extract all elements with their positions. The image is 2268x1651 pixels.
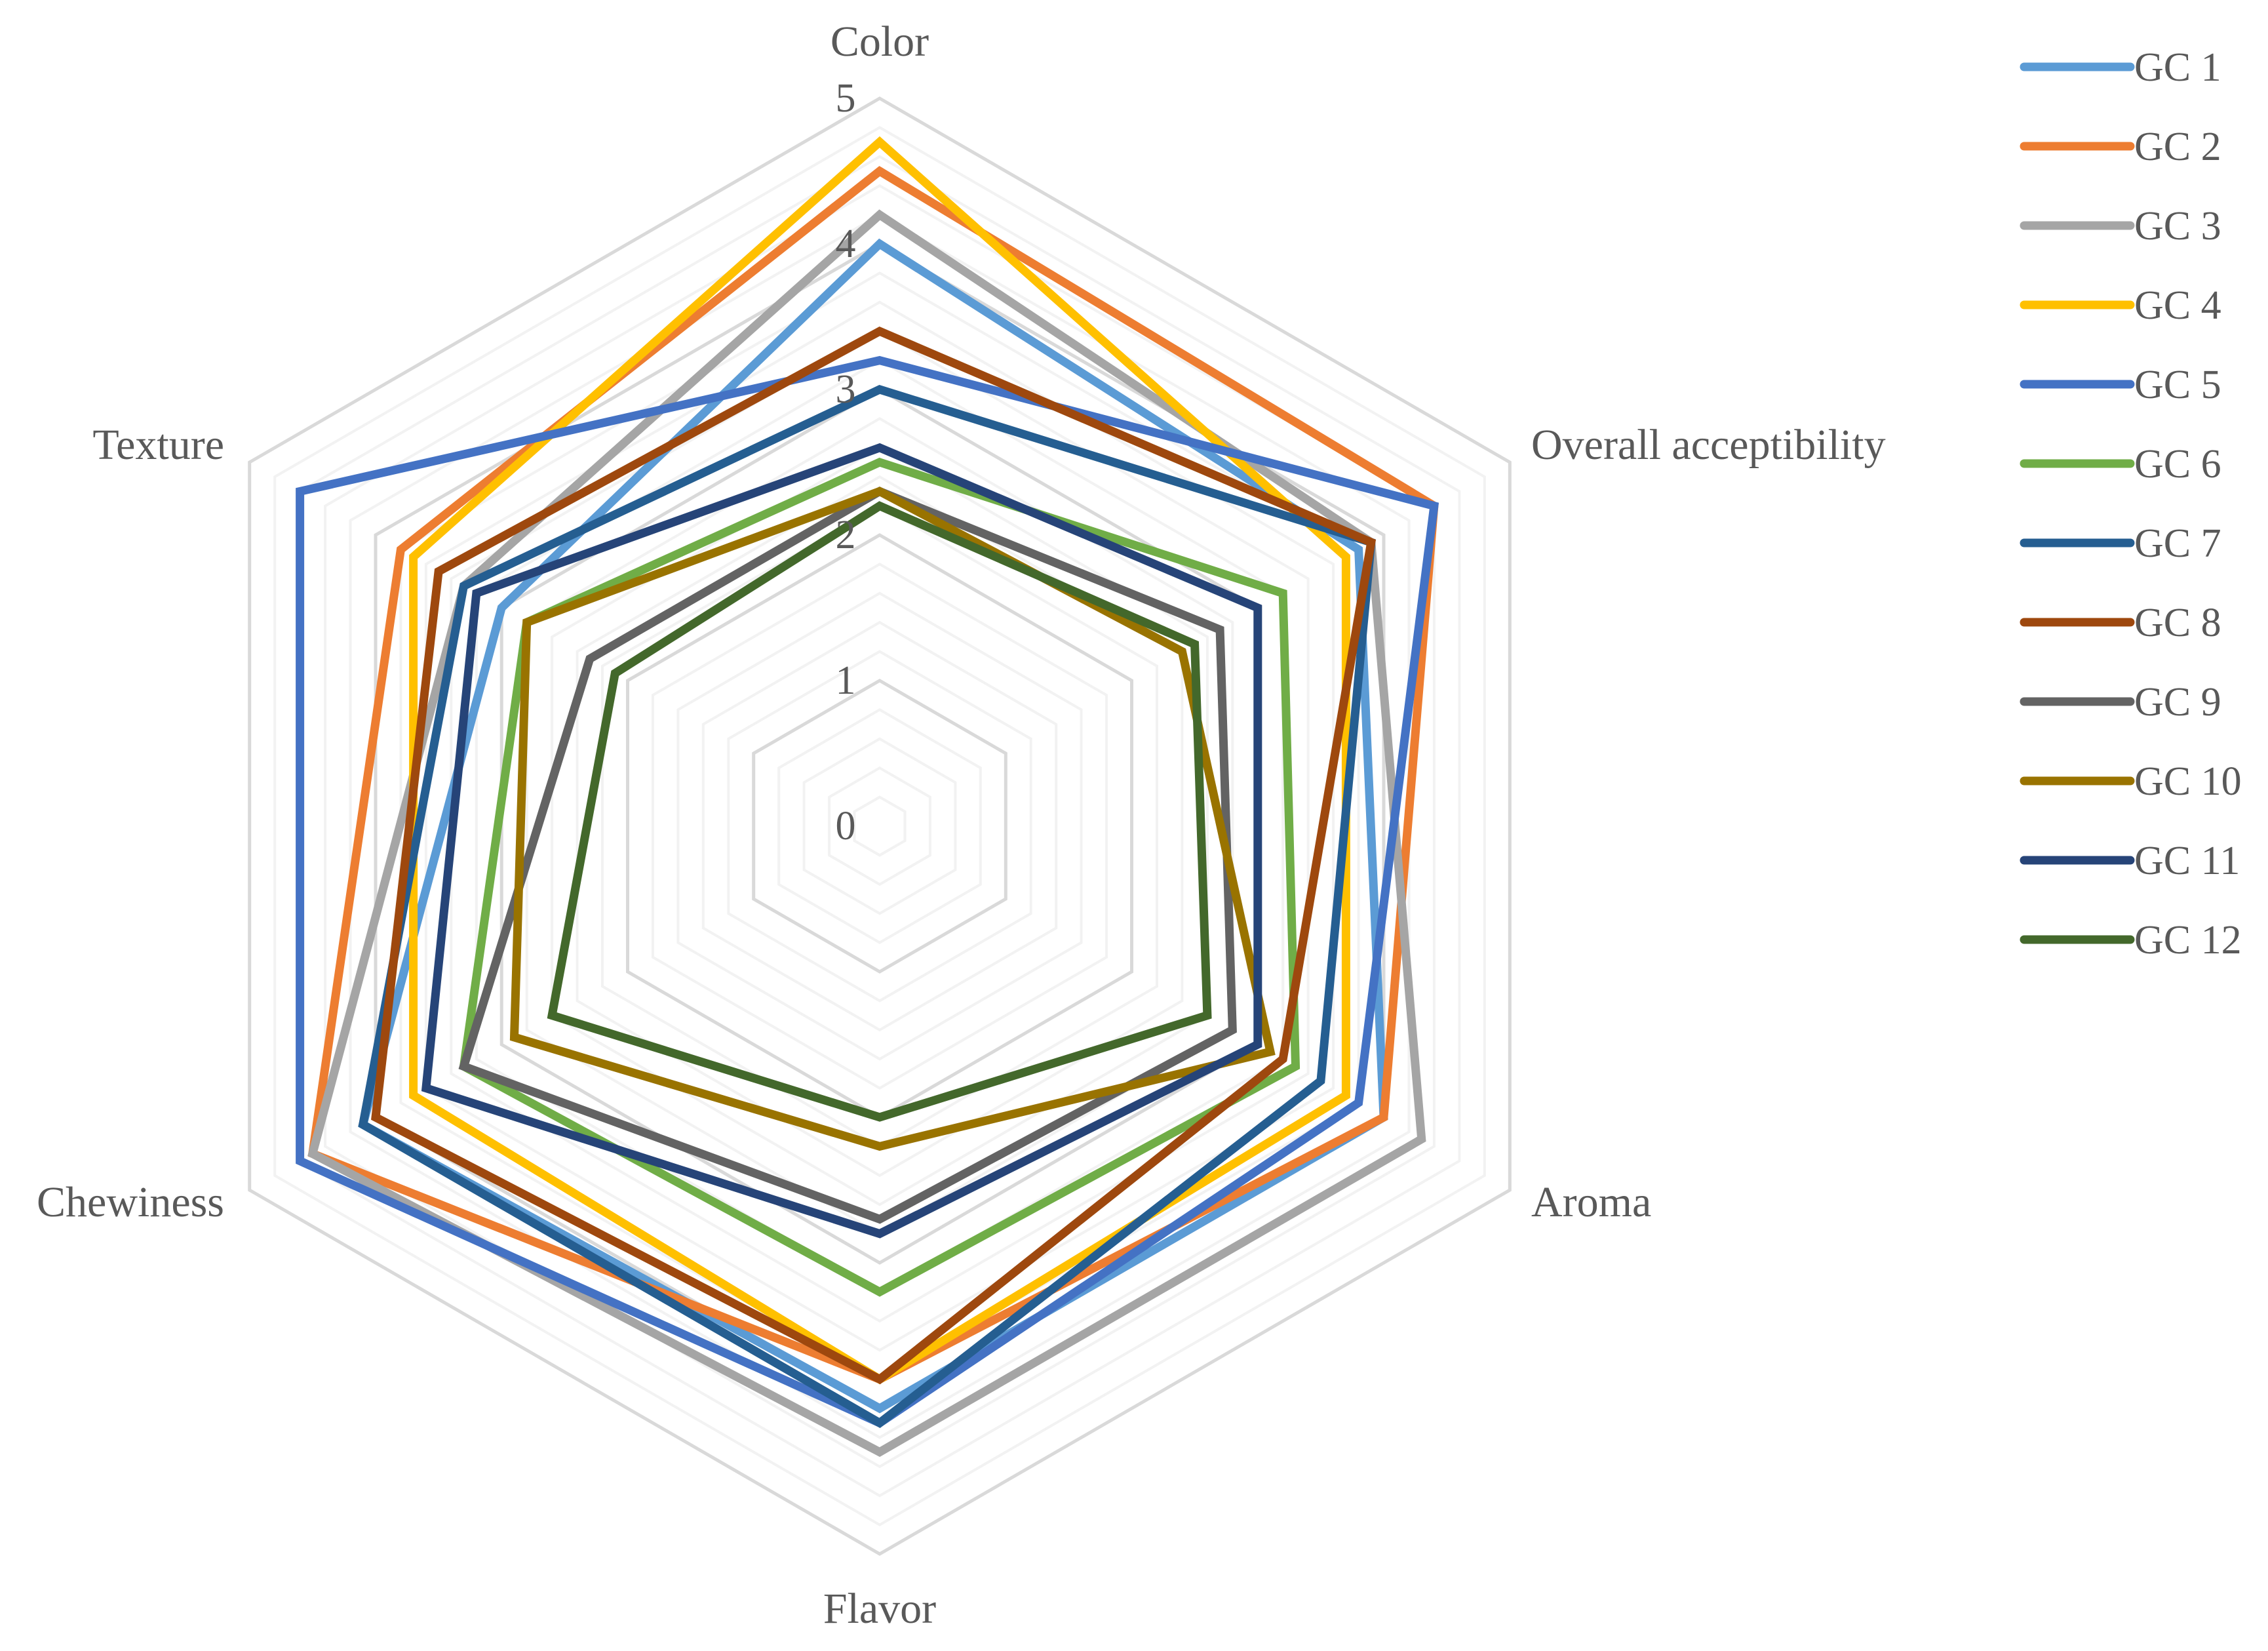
series-gc-5 (296, 355, 1439, 1428)
tick-label-4: 4 (836, 222, 856, 266)
legend-label-gc-10: GC 10 (2134, 759, 2242, 804)
radar-series (296, 136, 1439, 1458)
grid-ring-minor (551, 446, 1209, 1206)
axis-labels: Color Overall acceptibility Aroma Flavor Che… (37, 18, 1886, 1633)
series-gc-2 (307, 166, 1439, 1384)
grid-ring-minor (273, 126, 1486, 1526)
legend-label-gc-8: GC 8 (2134, 601, 2221, 645)
tick-label-1: 1 (836, 658, 856, 703)
grid-ring-minor (450, 329, 1310, 1323)
legend-label-gc-11: GC 11 (2134, 839, 2240, 883)
axis-label-color: Color (831, 18, 929, 66)
grid-ring-major (248, 96, 1512, 1556)
series-gc-10 (509, 487, 1276, 1151)
grid-ring-minor (802, 737, 957, 915)
radial-tick-labels: 0 1 2 3 4 5 (836, 76, 856, 848)
grid-ring-minor (651, 563, 1108, 1090)
grid-ring-minor (324, 184, 1436, 1469)
legend-label-gc-5: GC 5 (2134, 363, 2221, 407)
axis-label-overall-acceptibility: Overall acceptibility (1531, 421, 1886, 469)
grid-ring-minor (777, 708, 982, 944)
legend-label-gc-7: GC 7 (2134, 521, 2221, 566)
legend-label-gc-1: GC 1 (2134, 45, 2221, 90)
tick-label-3: 3 (836, 367, 856, 412)
legend-label-gc-6: GC 6 (2134, 442, 2221, 487)
tick-label-5: 5 (836, 76, 856, 121)
legend: GC 1 GC 2 GC 3 GC 4 GC 5 GC 6 GC 7 GC 8 GC 9 GC 1… (2020, 45, 2242, 963)
axis-label-chewiness: Chewiness (37, 1178, 224, 1226)
grid-ring-major (752, 679, 1007, 974)
series-gc-11 (421, 443, 1262, 1239)
grid-ring-minor (701, 620, 1058, 1032)
grid-ring-major (499, 388, 1260, 1265)
series-gc-8 (371, 326, 1377, 1385)
legend-label-gc-4: GC 4 (2134, 283, 2221, 328)
legend-label-gc-2: GC 2 (2134, 125, 2221, 169)
series-gc-1 (358, 238, 1388, 1414)
axis-label-texture: Texture (92, 421, 224, 469)
tick-label-2: 2 (836, 513, 856, 557)
tick-label-0: 0 (836, 804, 856, 848)
legend-label-gc-12: GC 12 (2134, 918, 2242, 963)
grid-ring-minor (853, 795, 907, 857)
grid-ring-minor (349, 213, 1411, 1439)
axis-label-flavor: Flavor (823, 1585, 936, 1633)
grid-ring-minor (727, 650, 1032, 1003)
grid-ring-minor (676, 591, 1083, 1061)
grid-ring-minor (424, 300, 1335, 1352)
legend-label-gc-3: GC 3 (2134, 204, 2221, 249)
series-gc-12 (547, 501, 1212, 1122)
axis-label-aroma: Aroma (1531, 1178, 1651, 1226)
legend-label-gc-9: GC 9 (2134, 680, 2221, 725)
grid-ring-minor (828, 766, 931, 886)
series-gc-9 (458, 487, 1237, 1224)
